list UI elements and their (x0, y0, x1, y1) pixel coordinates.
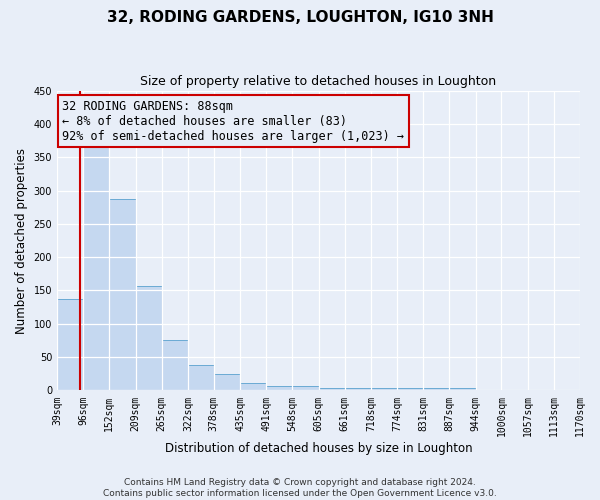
Bar (161, 340, 188, 390)
Bar (319, 388, 344, 390)
Bar (371, 388, 397, 390)
Text: 32, RODING GARDENS, LOUGHTON, IG10 3NH: 32, RODING GARDENS, LOUGHTON, IG10 3NH (107, 10, 493, 25)
Bar (423, 388, 449, 390)
Text: 32 RODING GARDENS: 88sqm
← 8% of detached houses are smaller (83)
92% of semi-de: 32 RODING GARDENS: 88sqm ← 8% of detache… (62, 100, 404, 142)
Text: Contains HM Land Registry data © Crown copyright and database right 2024.
Contai: Contains HM Land Registry data © Crown c… (103, 478, 497, 498)
Title: Size of property relative to detached houses in Loughton: Size of property relative to detached ho… (140, 75, 497, 88)
Bar (83, 144, 109, 390)
Bar (214, 374, 240, 390)
Bar (109, 198, 136, 390)
Y-axis label: Number of detached properties: Number of detached properties (15, 148, 28, 334)
Bar (292, 386, 319, 390)
Bar (188, 365, 214, 390)
Bar (344, 388, 371, 390)
Bar (266, 386, 292, 390)
Bar (240, 383, 266, 390)
Bar (57, 299, 83, 390)
X-axis label: Distribution of detached houses by size in Loughton: Distribution of detached houses by size … (165, 442, 472, 455)
Bar (397, 388, 423, 390)
Bar (449, 388, 476, 390)
Bar (136, 286, 161, 391)
